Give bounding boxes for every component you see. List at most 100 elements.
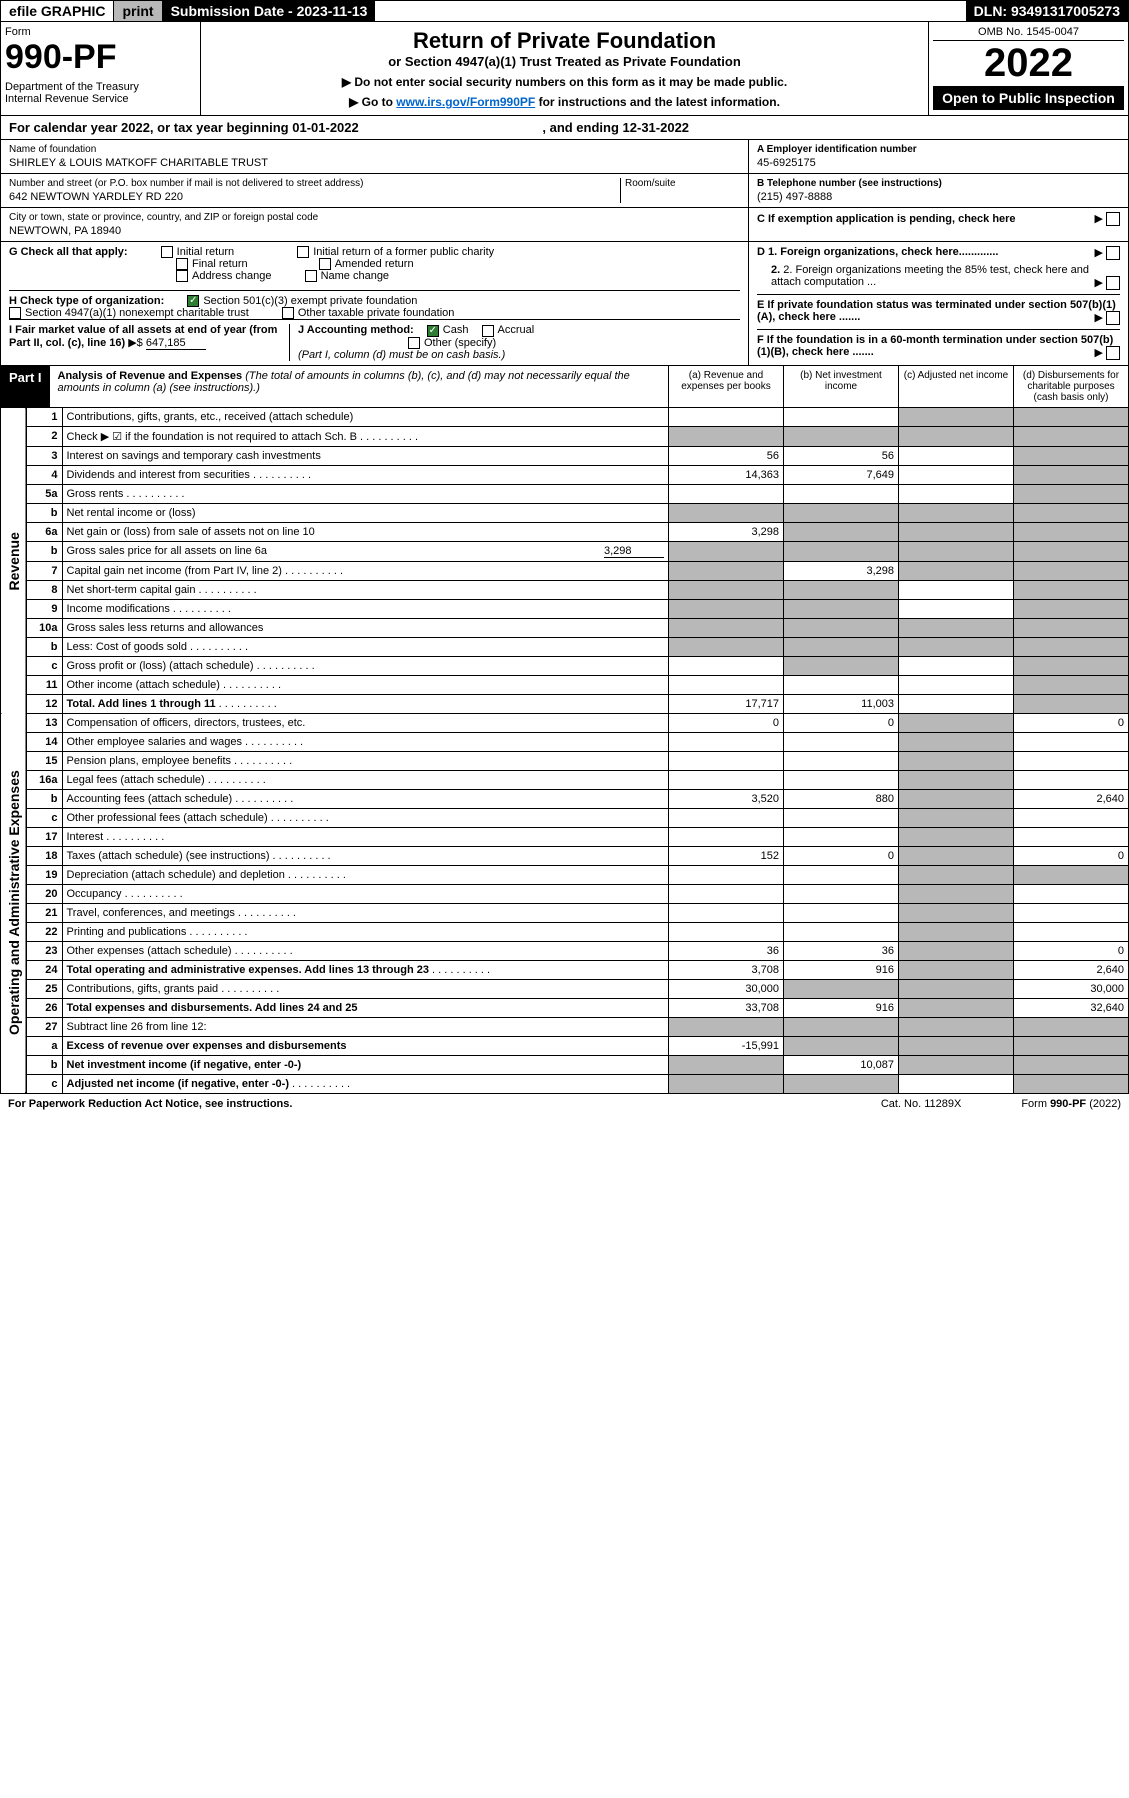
cell-dd: [1014, 827, 1129, 846]
print-button[interactable]: print: [113, 1, 162, 21]
cell-dd: [1014, 618, 1129, 637]
cell-a: [669, 599, 784, 618]
chk-accrual[interactable]: [482, 325, 494, 337]
chk-final[interactable]: [176, 258, 188, 270]
line-number: 27: [26, 1017, 62, 1036]
cell-b: [784, 580, 899, 599]
chk-other-tax[interactable]: [282, 307, 294, 319]
i-value: 647,185: [146, 337, 206, 350]
line-number: c: [26, 1074, 62, 1093]
table-row: cGross profit or (loss) (attach schedule…: [1, 656, 1129, 675]
tel-label: B Telephone number (see instructions): [757, 178, 1120, 189]
cell-c: [899, 656, 1014, 675]
foundation-name: SHIRLEY & LOUIS MATKOFF CHARITABLE TRUST: [9, 157, 740, 169]
chk-initial-former[interactable]: [297, 246, 309, 258]
cell-dd: [1014, 1074, 1129, 1093]
cell-a: 56: [669, 446, 784, 465]
cell-a: [669, 827, 784, 846]
cell-c: [899, 713, 1014, 732]
cell-dd: [1014, 1017, 1129, 1036]
table-row: 11Other income (attach schedule): [1, 675, 1129, 694]
line-desc: Capital gain net income (from Part IV, l…: [62, 561, 669, 580]
cell-a: 3,708: [669, 960, 784, 979]
cell-c: [899, 827, 1014, 846]
cell-dd: [1014, 408, 1129, 427]
chk-4947[interactable]: [9, 307, 21, 319]
line-desc: Gross profit or (loss) (attach schedule): [62, 656, 669, 675]
cell-b: [784, 732, 899, 751]
table-row: Operating and Administrative Expenses13C…: [1, 713, 1129, 732]
line-desc: Compensation of officers, directors, tru…: [62, 713, 669, 732]
d2-checkbox[interactable]: [1106, 276, 1120, 290]
cell-a: [669, 656, 784, 675]
cell-c: [899, 580, 1014, 599]
c-checkbox[interactable]: [1106, 212, 1120, 226]
cell-a: [669, 618, 784, 637]
line-desc: Net short-term capital gain: [62, 580, 669, 599]
line-number: b: [26, 541, 62, 561]
line-number: 19: [26, 865, 62, 884]
f-checkbox[interactable]: [1106, 346, 1120, 360]
cell-a: [669, 484, 784, 503]
cell-dd: 0: [1014, 941, 1129, 960]
cell-b: [784, 426, 899, 446]
line-number: 23: [26, 941, 62, 960]
e-label: E If private foundation status was termi…: [757, 299, 1116, 323]
line-desc: Contributions, gifts, grants paid: [62, 979, 669, 998]
e-checkbox[interactable]: [1106, 311, 1120, 325]
cell-dd: [1014, 561, 1129, 580]
cell-b: [784, 675, 899, 694]
note-1: ▶ Do not enter social security numbers o…: [207, 75, 922, 89]
cell-c: [899, 426, 1014, 446]
cell-a: [669, 637, 784, 656]
cell-dd: 0: [1014, 713, 1129, 732]
expenses-side-label: Operating and Administrative Expenses: [1, 713, 27, 1093]
chk-address[interactable]: [176, 270, 188, 282]
cell-b: [784, 770, 899, 789]
cell-a: [669, 770, 784, 789]
table-row: 23Other expenses (attach schedule)36360: [1, 941, 1129, 960]
irs-link[interactable]: www.irs.gov/Form990PF: [396, 95, 535, 109]
chk-cash[interactable]: [427, 325, 439, 337]
table-row: 19Depreciation (attach schedule) and dep…: [1, 865, 1129, 884]
f-label: F If the foundation is in a 60-month ter…: [757, 334, 1113, 358]
cell-b: [784, 637, 899, 656]
cell-b: [784, 808, 899, 827]
i-label: I Fair market value of all assets at end…: [9, 324, 277, 349]
line-number: 22: [26, 922, 62, 941]
table-row: 6aNet gain or (loss) from sale of assets…: [1, 522, 1129, 541]
table-row: aExcess of revenue over expenses and dis…: [1, 1036, 1129, 1055]
cell-b: 36: [784, 941, 899, 960]
chk-name[interactable]: [305, 270, 317, 282]
chk-other-method[interactable]: [408, 337, 420, 349]
line-number: 25: [26, 979, 62, 998]
chk-amended[interactable]: [319, 258, 331, 270]
line-desc: Net investment income (if negative, ente…: [62, 1055, 669, 1074]
chk-501c3[interactable]: [187, 295, 199, 307]
d1-checkbox[interactable]: [1106, 246, 1120, 260]
line-number: 21: [26, 903, 62, 922]
tax-year: 2022: [933, 41, 1124, 86]
cell-c: [899, 599, 1014, 618]
cell-c: [899, 998, 1014, 1017]
cell-a: 3,520: [669, 789, 784, 808]
line-desc: Adjusted net income (if negative, enter …: [62, 1074, 669, 1093]
ein: 45-6925175: [757, 157, 1120, 169]
cell-dd: [1014, 599, 1129, 618]
table-row: 16aLegal fees (attach schedule): [1, 770, 1129, 789]
line-number: 18: [26, 846, 62, 865]
cell-b: [784, 656, 899, 675]
footer-mid: Cat. No. 11289X: [881, 1098, 962, 1110]
line-desc: Contributions, gifts, grants, etc., rece…: [62, 408, 669, 427]
cell-b: [784, 503, 899, 522]
cell-dd: [1014, 580, 1129, 599]
footer-right: Form 990-PF (2022): [1021, 1098, 1121, 1110]
cell-dd: [1014, 694, 1129, 713]
cell-a: [669, 1074, 784, 1093]
line-desc: Interest: [62, 827, 669, 846]
revenue-side-label: Revenue: [1, 408, 27, 714]
cell-b: [784, 1036, 899, 1055]
cell-b: [784, 618, 899, 637]
cell-dd: [1014, 446, 1129, 465]
chk-initial[interactable]: [161, 246, 173, 258]
